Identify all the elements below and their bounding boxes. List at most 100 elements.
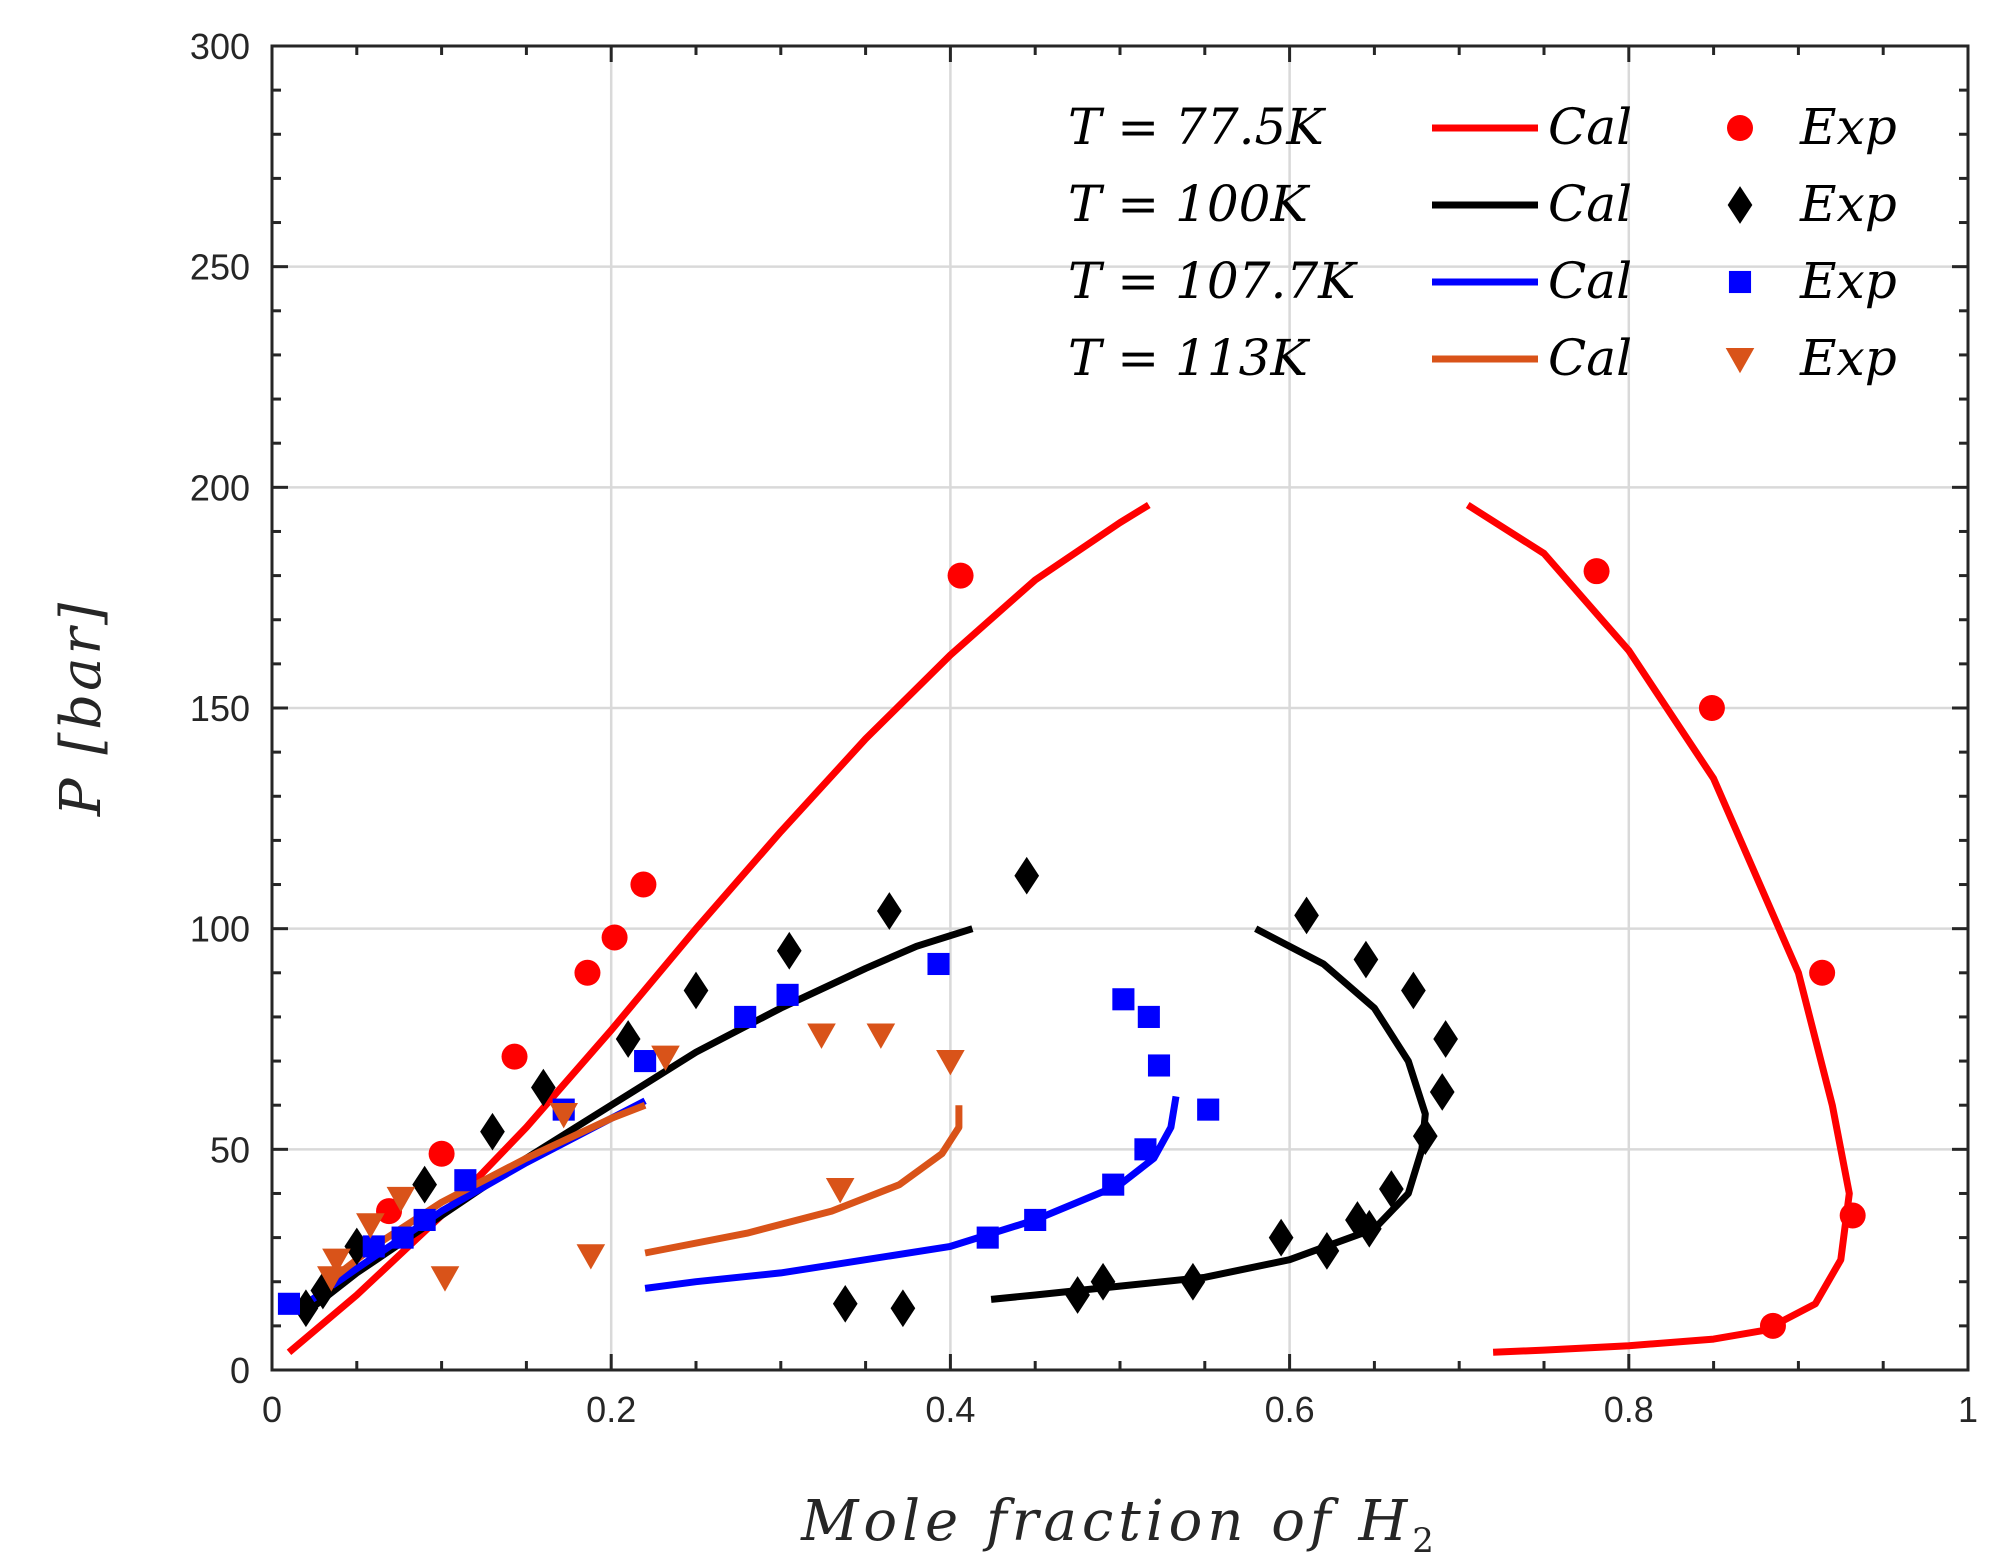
axis-tick-labels: 0 0.2 0.4 0.6 0.8 1 0 50 100 150 200 250 300 [190,26,1978,1430]
x-axis-title: Mole fraction of H2 [800,1489,1439,1561]
exp-point-t-77-5k [1839,1202,1866,1229]
exp-point-t-100k [890,1289,916,1328]
legend-temperature: T = 77.5K [1068,98,1326,156]
exp-point-t-113k [430,1266,460,1292]
axis-ticks [270,44,1970,1372]
exp-point-t-77-5k [1759,1312,1786,1339]
y-tick-label: 0 [230,1350,250,1391]
y-tick-label: 300 [190,26,250,67]
exp-point-t-100k [683,971,709,1010]
exp-point-t-107-7k [1134,1138,1157,1161]
exp-point-t-77-5k [428,1140,455,1167]
legend-exp-label: Exp [1799,329,1897,387]
exp-point-t-113k [936,1050,965,1076]
legend-marker-sample [1727,115,1753,141]
exp-point-t-107-7k [1137,1005,1160,1028]
legend-temperature: T = 100K [1068,175,1310,233]
experimental-points [277,558,1866,1339]
exp-point-t-77-5k [376,1198,403,1225]
legend-temperature: T = 113K [1068,329,1310,387]
exp-point-t-107-7k [1197,1098,1220,1121]
exp-point-t-107-7k [277,1292,301,1315]
exp-point-t-107-7k [413,1208,436,1231]
exp-point-t-100k [1314,1231,1340,1270]
exp-point-t-77-5k [630,871,657,898]
exp-point-t-77-5k [1698,695,1725,721]
y-tick-label: 200 [190,467,250,508]
exp-point-t-113k [549,1102,579,1129]
x-axis-title-subscript: 2 [1412,1521,1439,1561]
legend-cal-label: Cal [1548,98,1632,156]
exp-point-t-107-7k [1112,988,1135,1011]
cal-line-t-113k [644,1105,963,1257]
exp-point-t-77-5k [1809,959,1836,986]
exp-point-t-100k [776,931,802,970]
exp-point-t-113k [576,1244,606,1270]
legend-exp-label: Exp [1799,175,1897,233]
y-tick-label: 100 [190,909,250,950]
exp-point-t-77-5k [947,562,974,589]
exp-point-t-100k [1379,1170,1404,1208]
cal-line-t-77-5k [1465,502,1853,1356]
x-tick-label: 1 [1958,1389,1978,1430]
exp-point-t-100k [1180,1262,1206,1301]
x-tick-label: 0.8 [1604,1389,1654,1430]
exp-point-t-100k [293,1289,319,1328]
y-tick-label: 50 [210,1129,250,1170]
y-axis-title: P [bar] [49,600,114,817]
exp-point-t-107-7k [1147,1054,1171,1077]
exp-point-t-100k [1294,896,1319,935]
exp-point-t-100k [1401,971,1426,1010]
legend-marker-sample [1725,347,1755,374]
exp-point-t-113k [825,1178,855,1204]
exp-point-t-107-7k [734,1005,757,1028]
exp-point-t-100k [1065,1276,1090,1314]
exp-point-t-107-7k [362,1235,385,1258]
exp-point-t-77-5k [1583,558,1610,585]
exp-point-t-77-5k [574,959,601,986]
legend-cal-label: Cal [1548,175,1632,233]
exp-point-t-113k [866,1023,896,1049]
y-tick-label: 150 [190,688,250,729]
exp-point-t-113k [651,1045,680,1071]
legend-temperature: T = 107.7K [1068,252,1358,310]
exp-point-t-100k [615,1020,641,1058]
exp-point-t-107-7k [454,1169,477,1192]
legend-cal-label: Cal [1548,252,1632,310]
x-tick-label: 0.4 [925,1389,975,1430]
exp-point-t-100k [480,1112,505,1151]
exp-point-t-107-7k [976,1226,999,1249]
exp-point-t-100k [1268,1218,1294,1257]
exp-point-t-113k [322,1248,351,1274]
exp-point-t-107-7k [634,1050,657,1073]
exp-point-t-107-7k [776,983,799,1006]
exp-point-t-100k [1412,1117,1438,1155]
exp-point-t-113k [356,1213,385,1239]
exp-point-t-100k [1429,1073,1455,1111]
exp-point-t-107-7k [1102,1173,1125,1196]
legend-cal-label: Cal [1548,329,1632,387]
gridlines [272,46,1968,1370]
exp-point-t-77-5k [501,1043,528,1070]
legend: T = 77.5K Cal Exp T = 100K Cal Exp T = 107.7K C… [1068,98,1897,387]
exp-point-t-100k [1433,1020,1458,1058]
exp-point-t-100k [1090,1262,1116,1301]
exp-point-t-100k [1014,856,1040,895]
x-tick-label: 0.6 [1265,1389,1315,1430]
exp-point-t-107-7k [927,952,950,976]
legend-marker-sample [1728,270,1752,294]
exp-point-t-113k [317,1266,346,1292]
exp-point-t-107-7k [1024,1208,1047,1231]
exp-point-t-100k [412,1165,437,1204]
legend-marker-sample [1727,186,1753,224]
exp-point-t-100k [832,1284,858,1323]
exp-point-t-100k [1353,940,1379,979]
exp-point-t-107-7k [391,1226,414,1249]
x-axis-title-main: Mole fraction of H [800,1489,1412,1554]
exp-point-t-100k [1356,1209,1382,1248]
exp-point-t-77-5k [601,924,628,951]
x-tick-label: 0 [262,1389,282,1430]
cal-line-t-100k [990,925,1429,1303]
exp-point-t-100k [531,1068,556,1107]
